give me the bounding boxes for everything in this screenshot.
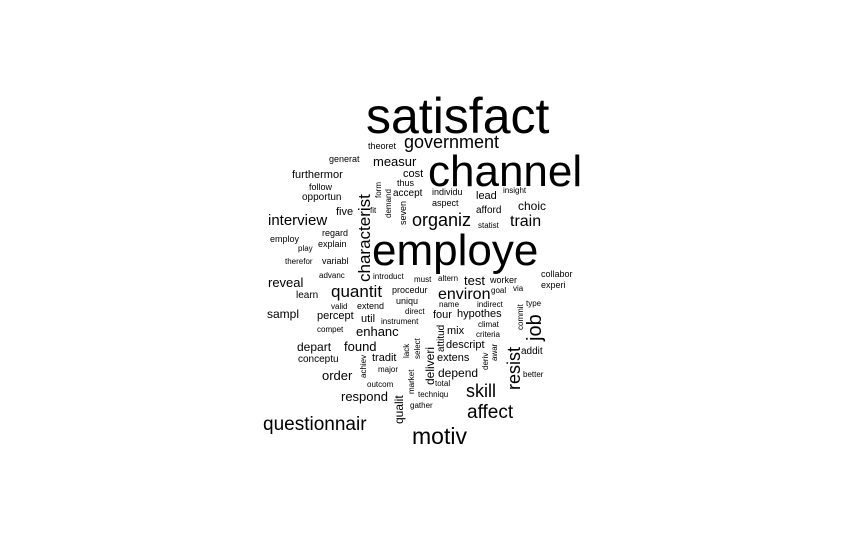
- word-awar: awar: [490, 343, 499, 361]
- word-total: total: [435, 379, 451, 388]
- word-conceptu: conceptu: [298, 354, 339, 365]
- word-play: play: [298, 244, 313, 253]
- word-gather: gather: [410, 401, 433, 410]
- word-market: market: [407, 369, 416, 394]
- word-order: order: [322, 368, 353, 383]
- word-demand: demand: [384, 189, 393, 218]
- word-motiv: motiv: [412, 423, 467, 449]
- word-extend: extend: [357, 301, 385, 311]
- word-hypothes: hypothes: [457, 308, 502, 320]
- word-test: test: [464, 273, 485, 288]
- word-collabor: collabor: [541, 269, 573, 279]
- word-enhanc: enhanc: [356, 324, 399, 339]
- word-introduct: introduct: [373, 272, 404, 281]
- word-questionnair: questionnair: [263, 414, 367, 435]
- word-instrument: instrument: [381, 317, 419, 326]
- word-altern: altern: [438, 274, 459, 283]
- word-tradit: tradit: [372, 352, 397, 364]
- word-individu: individu: [432, 187, 463, 197]
- word-employe: employe: [372, 226, 539, 275]
- word-generat: generat: [329, 154, 360, 164]
- word-percept: percept: [317, 310, 354, 322]
- word-seven: seven: [398, 200, 408, 225]
- word-name: name: [439, 300, 460, 309]
- word-job: job: [524, 314, 546, 341]
- word-attitud: attitud: [436, 324, 447, 352]
- word-quantit: quantit: [331, 282, 383, 301]
- word-follow: follow: [309, 182, 333, 192]
- word-util: util: [361, 313, 376, 325]
- word-measur: measur: [373, 154, 417, 169]
- word-four: four: [433, 309, 452, 321]
- word-indirect: indirect: [477, 300, 503, 309]
- word-found: found: [344, 339, 377, 354]
- word-satisfact: satisfact: [366, 88, 550, 144]
- word-direct: direct: [405, 307, 425, 316]
- word-fit: fit: [370, 206, 377, 215]
- word-criteria: criteria: [476, 330, 501, 339]
- word-valid: valid: [331, 302, 348, 311]
- word-worker: worker: [490, 275, 518, 285]
- word-variabl: variabl: [322, 256, 349, 266]
- word-sampl: sampl: [267, 307, 300, 321]
- word-depart: depart: [297, 340, 332, 354]
- word-commit: commit: [516, 304, 525, 330]
- word-type: type: [526, 299, 542, 308]
- word-furthermor: furthermor: [292, 169, 343, 181]
- word-compet: compet: [317, 325, 344, 334]
- word-goal: goal: [491, 286, 507, 295]
- word-cost: cost: [403, 168, 424, 180]
- word-respond: respond: [341, 389, 388, 404]
- word-employ: employ: [270, 234, 300, 244]
- word-skill: skill: [466, 381, 496, 401]
- word-regard: regard: [322, 228, 349, 238]
- word-insight: insight: [503, 186, 527, 195]
- word-channel: channel: [428, 147, 583, 196]
- word-via: via: [513, 284, 524, 293]
- word-government: government: [404, 132, 500, 152]
- word-qualit: qualit: [392, 395, 406, 424]
- word-addit: addit: [521, 346, 543, 357]
- word-affect: affect: [467, 402, 514, 423]
- word-uniqu: uniqu: [396, 296, 419, 306]
- word-statist: statist: [478, 221, 499, 230]
- word-mix: mix: [447, 325, 465, 337]
- word-extens: extens: [437, 352, 470, 364]
- word-depend: depend: [438, 366, 479, 380]
- word-climat: climat: [478, 320, 499, 329]
- word-outcom: outcom: [367, 380, 394, 389]
- word-major: major: [378, 365, 399, 374]
- word-afford: afford: [476, 205, 502, 216]
- word-descript: descript: [446, 339, 485, 351]
- word-better: better: [523, 370, 544, 379]
- word-train: train: [510, 213, 542, 230]
- word-theoret: theoret: [368, 141, 397, 151]
- word-therefor: therefor: [285, 257, 313, 266]
- word-lack: lack: [402, 343, 411, 358]
- word-select: select: [413, 338, 422, 359]
- word-must: must: [414, 275, 432, 284]
- word-form: form: [374, 182, 383, 198]
- word-accept: accept: [393, 188, 423, 199]
- word-learn: learn: [296, 290, 319, 301]
- word-five: five: [336, 206, 354, 218]
- word-explain: explain: [318, 239, 347, 249]
- word-choic: choic: [518, 199, 547, 213]
- word-opportun: opportun: [302, 192, 342, 203]
- word-thus: thus: [397, 178, 415, 188]
- word-environ: environ: [438, 286, 491, 303]
- word-techniqu: techniqu: [418, 390, 449, 399]
- word-organiz: organiz: [412, 210, 472, 230]
- word-achiev: achiev: [359, 354, 368, 378]
- word-experi: experi: [541, 280, 566, 290]
- word-deriv: deriv: [481, 352, 490, 370]
- word-lead: lead: [476, 190, 497, 202]
- word-interview: interview: [268, 212, 328, 229]
- word-advanc: advanc: [319, 271, 345, 280]
- word-aspect: aspect: [432, 198, 459, 208]
- word-procedur: procedur: [392, 285, 428, 295]
- word-reveal: reveal: [268, 275, 304, 290]
